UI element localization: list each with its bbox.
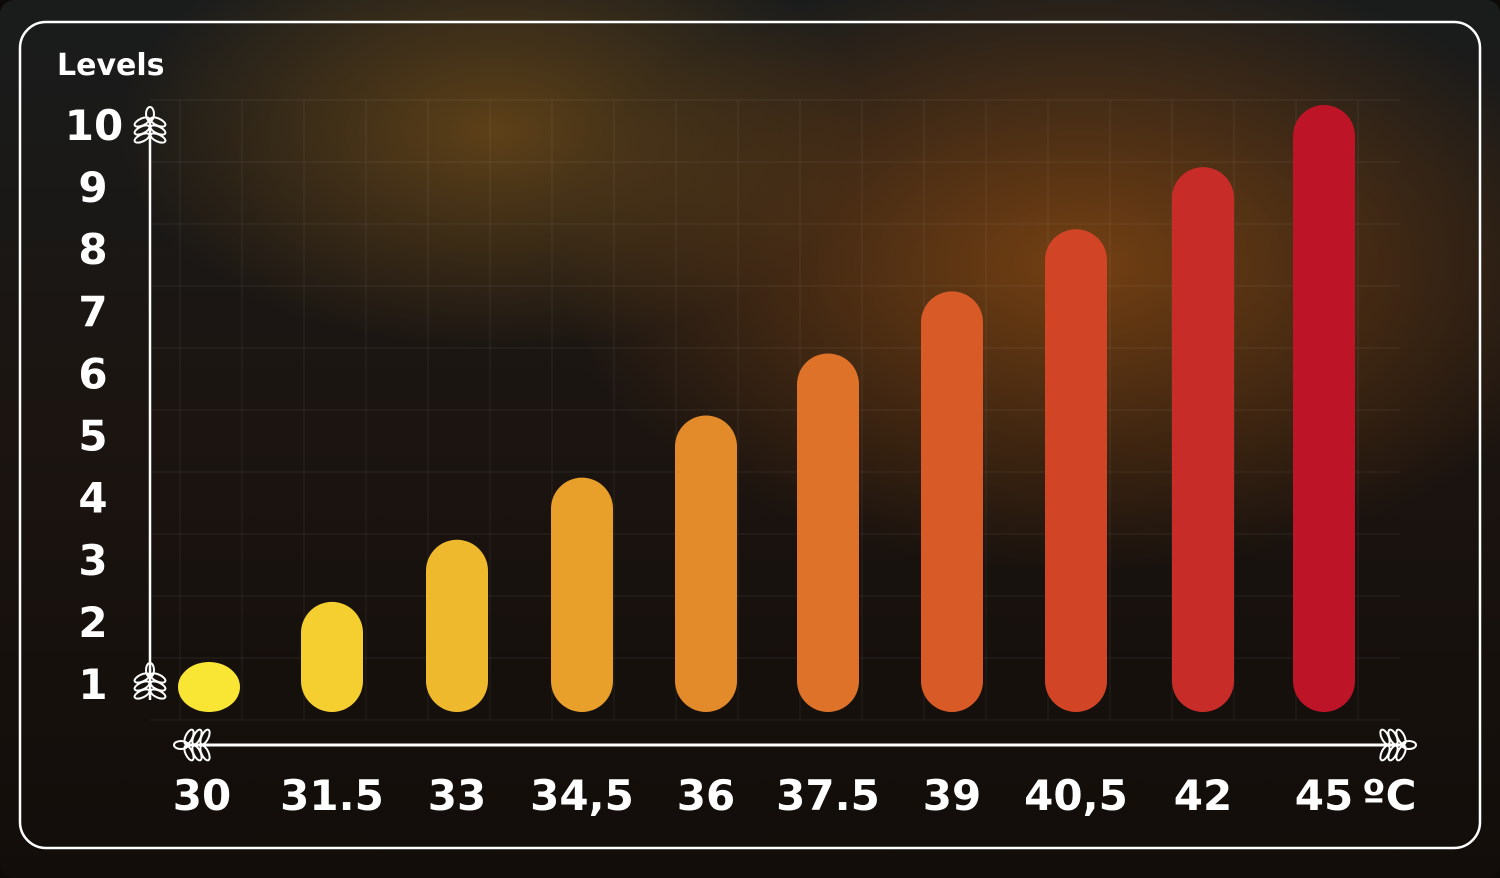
bar-34,5 — [551, 477, 613, 712]
y-tick-label: 4 — [78, 474, 107, 523]
bar-31.5 — [301, 601, 363, 712]
x-tick-label: 36 — [677, 771, 735, 820]
y-tick-label: 5 — [78, 412, 107, 461]
x-tick-label: 31.5 — [280, 771, 384, 820]
wheat-ornament-icon — [173, 728, 211, 762]
y-tick-label: 7 — [78, 287, 107, 336]
wheat-ornament-icon — [1379, 728, 1417, 762]
y-tick-label: 6 — [78, 349, 107, 398]
x-axis-unit: ºC — [1362, 771, 1417, 820]
bar-45 — [1293, 105, 1355, 712]
x-tick-label: 37.5 — [776, 771, 880, 820]
wheat-ornament-icon — [133, 662, 167, 700]
y-tick-label: 1 — [78, 660, 107, 709]
y-tick-label: 9 — [78, 163, 107, 212]
x-tick-label: 45 — [1295, 771, 1353, 820]
bar-33 — [426, 539, 488, 712]
bar-30 — [178, 662, 240, 712]
bar-36 — [675, 415, 737, 712]
chart-frame — [18, 20, 1482, 850]
y-tick-label: 3 — [78, 536, 107, 585]
x-tick-label: 39 — [923, 771, 981, 820]
y-tick-label: 10 — [65, 101, 123, 150]
bar-42 — [1172, 167, 1234, 713]
x-tick-label: 34,5 — [530, 771, 634, 820]
bar-37.5 — [797, 353, 859, 712]
bar-40,5 — [1045, 229, 1107, 712]
x-tick-label: 33 — [428, 771, 486, 820]
x-tick-label: 30 — [173, 771, 231, 820]
y-axis-title: Levels — [57, 48, 165, 83]
x-tick-label: 40,5 — [1024, 771, 1128, 820]
y-tick-label: 8 — [78, 225, 107, 274]
y-tick-label: 2 — [78, 598, 107, 647]
bar-39 — [921, 291, 983, 712]
x-tick-label: 42 — [1174, 771, 1232, 820]
wheat-ornament-icon — [133, 106, 167, 144]
